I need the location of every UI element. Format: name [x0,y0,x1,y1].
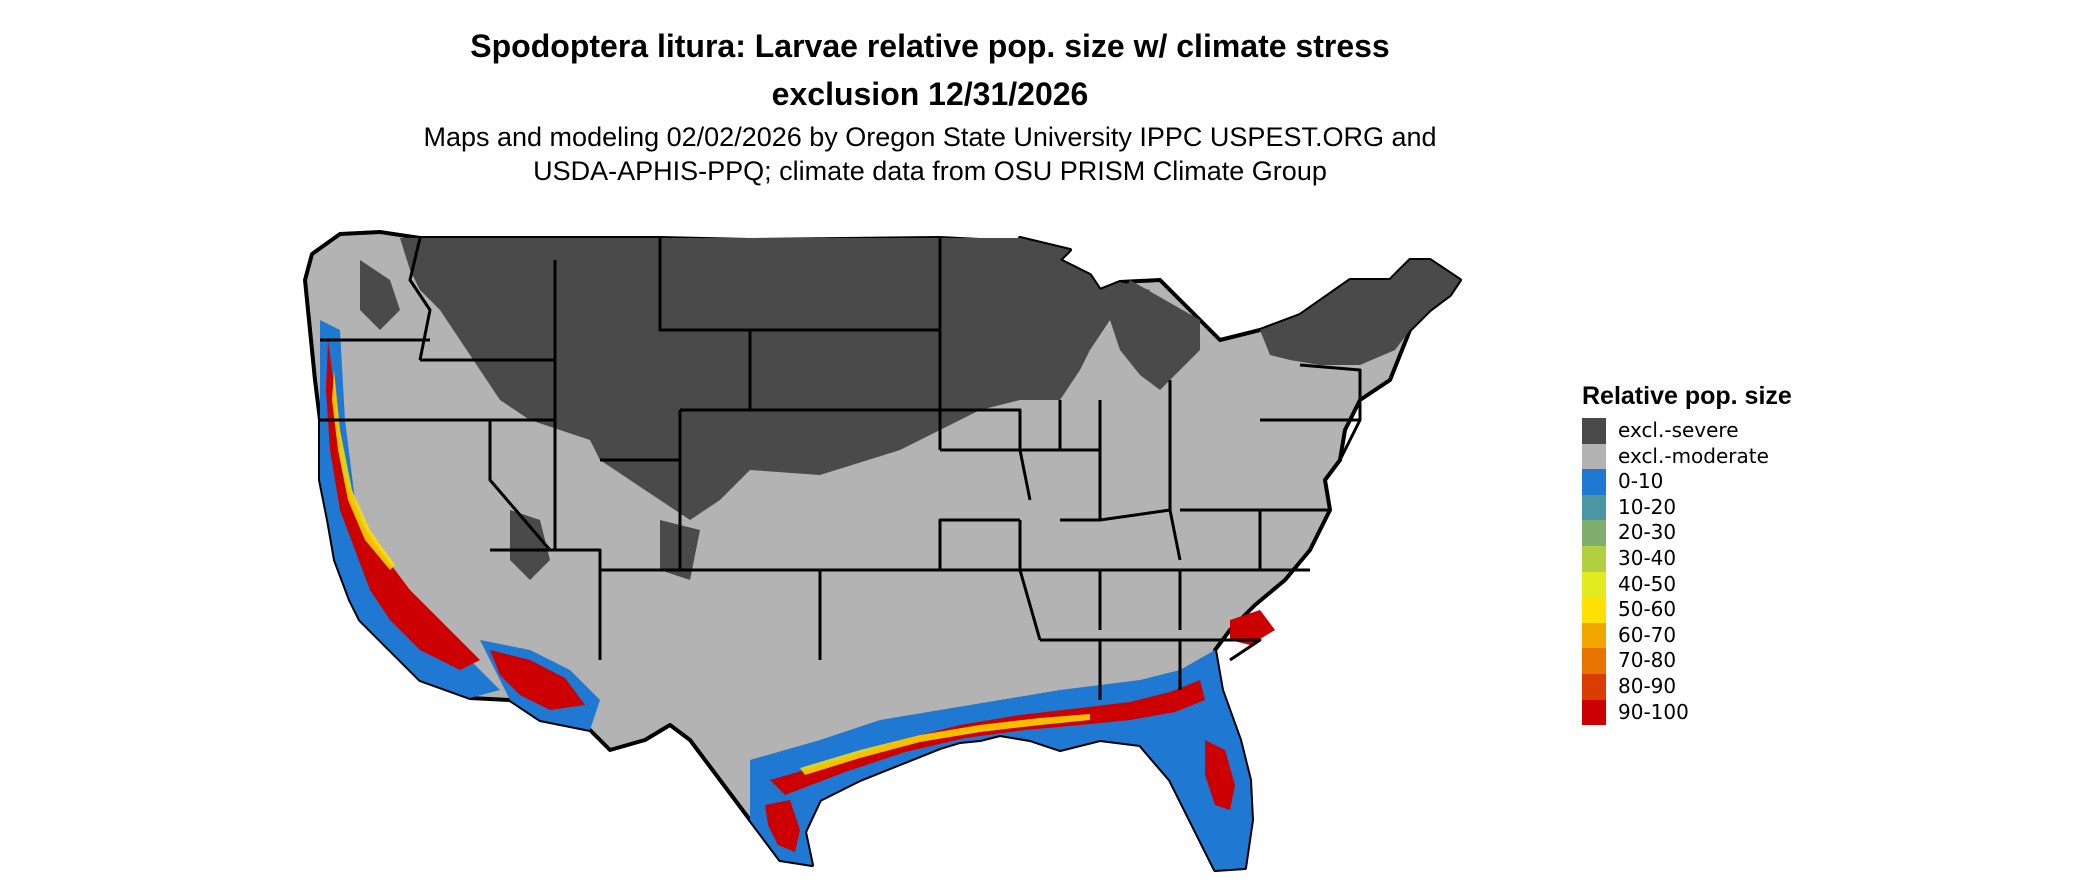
legend-swatch [1582,545,1606,572]
west-coast-suitable [320,320,500,698]
texas-coast-high [765,800,800,852]
legend-item: 80-90 [1582,673,1792,700]
legend-item: 50-60 [1582,597,1792,623]
map-title-line-1: Spodoptera litura: Larvae relative pop. … [470,28,1390,64]
west-coast-high [326,340,480,670]
legend-items: excl.-severe excl.-moderate 0-10 10-20 20-30… [1582,418,1792,726]
gulf-mid-band [800,714,1090,775]
legend-label: 90-100 [1618,699,1689,724]
map-subtitle: Maps and modeling 02/02/2026 by Oregon S… [340,120,1520,188]
legend-item: excl.-severe [1582,418,1792,444]
carolina-coast-high [1230,610,1275,645]
suitable-regions [320,320,1275,870]
legend-item: 60-70 [1582,622,1792,649]
southwest-high [490,650,585,710]
legend-swatch [1582,443,1606,470]
legend-label: 70-80 [1618,648,1677,673]
west-coast-mid [332,370,395,570]
gulf-coast-high-band [770,680,1205,795]
legend-swatch [1582,622,1606,649]
legend-swatch [1582,469,1606,495]
legend-label: excl.-moderate [1618,443,1769,468]
state-borders [320,237,1362,700]
legend-swatch [1582,571,1606,598]
severe-exclusion-regions [360,238,1460,580]
great-lakes-severe [1110,280,1200,390]
legend-swatch [1582,597,1606,623]
legend-label: 30-40 [1618,545,1677,570]
northeast-severe [1260,260,1460,365]
legend-item: 40-50 [1582,571,1792,598]
rockies-severe-1 [510,510,550,580]
legend-item: 0-10 [1582,469,1792,495]
map-title-line-2: exclusion 12/31/2026 [771,76,1089,112]
legend-item: 10-20 [1582,494,1792,521]
map-title: Spodoptera litura: Larvae relative pop. … [340,22,1520,118]
legend-label: 20-30 [1618,520,1677,545]
legend-item: 70-80 [1582,648,1792,674]
legend-item: 30-40 [1582,545,1792,572]
legend-item: 20-30 [1582,520,1792,546]
legend-item: 90-100 [1582,699,1792,726]
legend-label: excl.-severe [1618,418,1739,442]
legend-swatch [1582,673,1606,700]
legend-label: 80-90 [1618,673,1677,698]
legend-swatch [1582,520,1606,546]
legend-swatch [1582,648,1606,674]
map-subtitle-line-1: Maps and modeling 02/02/2026 by Oregon S… [423,122,1437,152]
florida-high [1205,740,1235,810]
legend-item: excl.-moderate [1582,443,1792,470]
legend-swatch [1582,418,1606,444]
northern-plains-severe [400,238,1150,520]
legend-label: 60-70 [1618,622,1677,647]
legend-label: 50-60 [1618,597,1677,622]
legend-swatch [1582,494,1606,521]
state-border-lines [320,237,1362,700]
legend: Relative pop. size excl.-severe excl.-mod… [1582,380,1792,726]
cascades-severe [360,260,400,330]
legend-title: Relative pop. size [1582,382,1792,410]
legend-label: 0-10 [1618,469,1664,494]
map-subtitle-line-2: USDA-APHIS-PPQ; climate data from OSU PR… [533,156,1327,186]
us-map [303,230,1462,872]
legend-label: 40-50 [1618,571,1677,596]
legend-swatch [1582,699,1606,726]
legend-label: 10-20 [1618,494,1677,519]
